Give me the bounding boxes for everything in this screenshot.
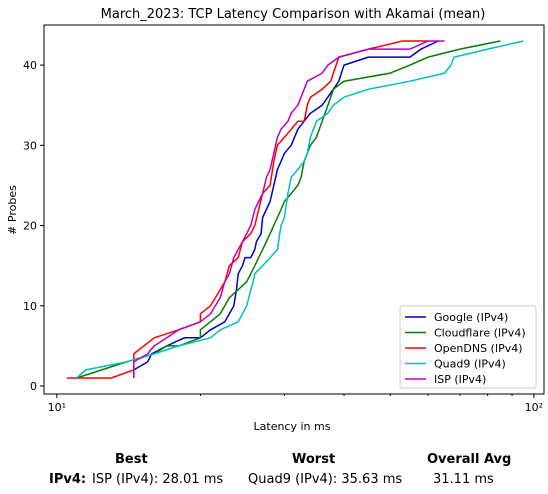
overall-avg-value: 31.11 ms <box>433 472 494 487</box>
worst-header: Worst <box>292 452 336 467</box>
series-line-4 <box>133 40 445 378</box>
worst-value: Quad9 (IPv4): 35.63 ms <box>248 472 403 487</box>
y-tick-label-3: 30 <box>23 139 37 152</box>
legend-label-4: ISP (IPv4) <box>434 373 486 386</box>
legend-label-0: Google (IPv4) <box>434 311 508 324</box>
y-tick-label-4: 40 <box>23 59 37 72</box>
y-tick-label-1: 10 <box>23 300 37 313</box>
legend-label-1: Cloudflare (IPv4) <box>434 327 526 340</box>
plot-area <box>66 40 524 379</box>
ipv4-row-label: IPv4: <box>49 472 87 487</box>
series-line-1 <box>76 40 501 379</box>
y-tick-label-2: 20 <box>23 220 37 233</box>
legend-label-3: Quad9 (IPv4) <box>434 358 506 371</box>
best-header: Best <box>115 452 148 467</box>
chart-legend: Google (IPv4) Cloudflare (IPv4) OpenDNS (I… <box>399 305 537 389</box>
y-tick-label-0: 0 <box>30 380 37 393</box>
y-axis-label: # Probes <box>6 185 19 235</box>
series-line-3 <box>76 40 524 379</box>
series-line-2 <box>66 40 429 379</box>
x-axis-label: Latency in ms <box>254 420 331 433</box>
x-tick-label-0: 10¹ <box>48 401 66 414</box>
axes: 0 10 20 30 40 10¹ 10² <box>23 24 545 414</box>
best-value: ISP (IPv4): 28.01 ms <box>92 472 224 487</box>
chart-title: March_2023: TCP Latency Comparison with … <box>101 7 486 22</box>
plot-frame <box>43 24 545 395</box>
overall-avg-header: Overall Avg <box>427 452 512 467</box>
latency-chart: March_2023: TCP Latency Comparison with … <box>6 7 545 433</box>
x-tick-label-1: 10² <box>525 401 543 414</box>
legend-box <box>399 305 537 389</box>
legend-label-2: OpenDNS (IPv4) <box>434 342 523 355</box>
summary-table: Best Worst Overall Avg IPv4: ISP (IPv4):… <box>0 448 548 494</box>
